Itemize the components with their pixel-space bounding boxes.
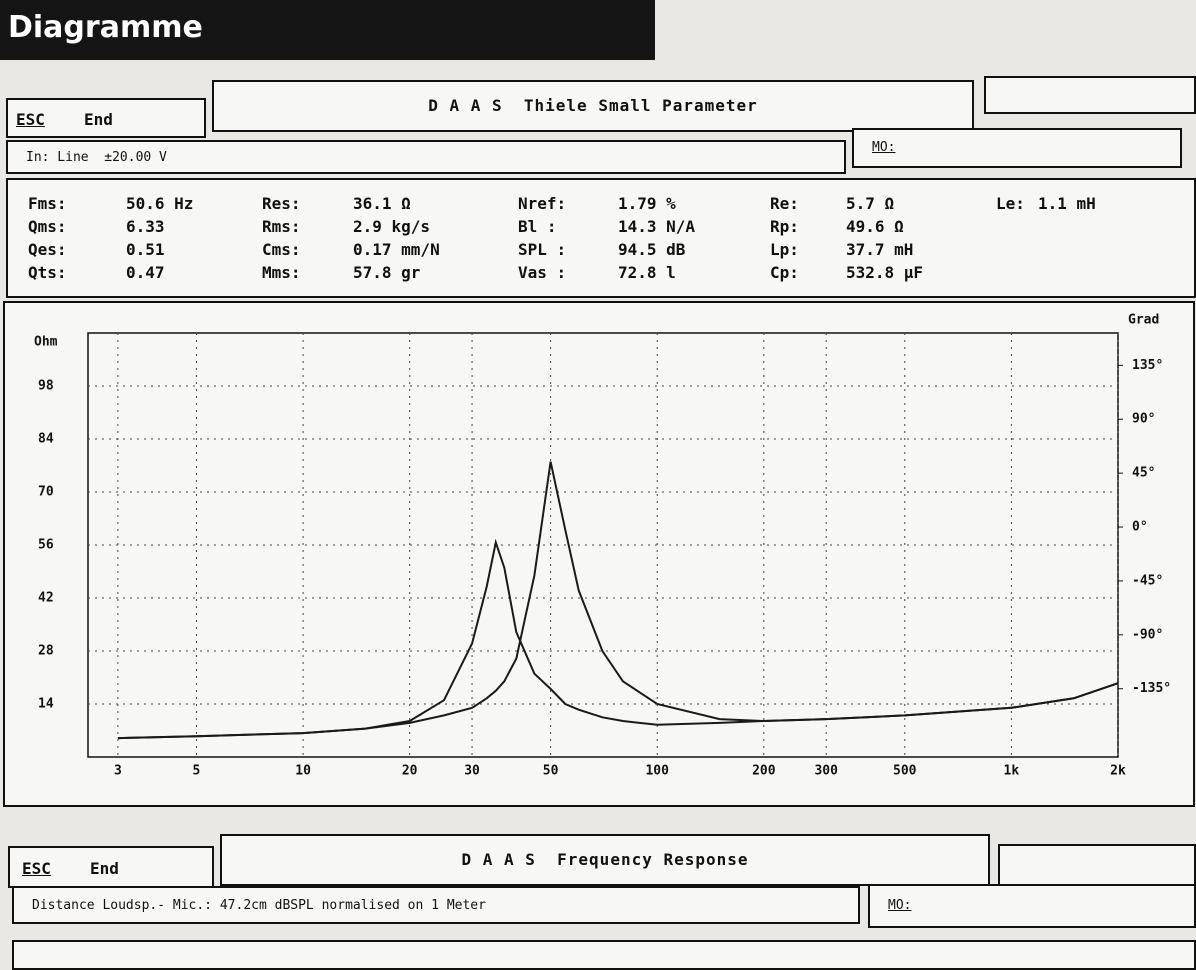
y-tick-label: 56 [38,538,54,553]
y-axis-title: Ohm [34,335,58,350]
param-label: Lp: [770,240,799,259]
info-box: Distance Loudsp.- Mic.: 47.2cm dBSPL nor… [12,886,860,924]
x-tick-label: 20 [402,764,418,779]
param-value: 0.17 mm/N [353,240,440,259]
param-value: 0.47 [126,263,165,282]
param-label: Mms: [262,263,301,282]
x-tick-label: 10 [295,764,311,779]
y2-axis-title: Grad [1128,313,1159,328]
param-label: Qes: [28,240,67,259]
param-value: 94.5 dB [618,240,686,259]
parameter-box: Fms: 50.6 Hz Qms: 6.33 Qes: 0.51 Qts: 0.47 Res: 3… [6,178,1196,298]
x-tick-label: 2k [1110,764,1126,779]
param-label: Rms: [262,217,301,236]
param-value: 1.79 % [618,194,676,213]
param-label: Rp: [770,217,799,236]
mo-box-2: MO: [868,884,1196,928]
param-label: Cp: [770,263,799,282]
param-value: 1.1 mH [1038,194,1096,213]
banner: Diagramme [0,0,655,60]
param-value: 57.8 gr [353,263,421,282]
param-value: 0.51 [126,240,165,259]
page-title: Diagramme [8,10,203,45]
y-tick-label: 14 [38,697,54,712]
param-label: Res: [262,194,301,213]
impedance-curve [117,461,1119,740]
param-value: 72.8 l [618,263,676,282]
chart-panel [3,301,1195,807]
param-label: Cms: [262,240,301,259]
blank-box [984,76,1196,114]
x-tick-label: 5 [193,764,201,779]
panel-title: D A A S Thiele Small Parameter [428,96,758,115]
x-tick-label: 50 [543,764,559,779]
title-box-2: D A A S Frequency Response [220,834,990,886]
param-value: 5.7 Ω [846,194,895,213]
next-chart-box [12,940,1196,970]
param-value: 14.3 N/A [618,217,696,236]
blank-box-2 [998,844,1196,888]
y2-tick-label: 45° [1132,466,1155,481]
param-label: Bl : [518,217,557,236]
param-value: 50.6 Hz [126,194,194,213]
y2-tick-label: -135° [1132,681,1171,696]
x-tick-label: 300 [814,764,838,779]
input-box: In: Line ±20.00 V [6,140,846,174]
x-tick-label: 200 [752,764,776,779]
mo-label-2: MO: [888,898,912,913]
y2-tick-label: -45° [1132,573,1163,588]
y2-tick-label: -90° [1132,627,1163,642]
title-box: D A A S Thiele Small Parameter [212,80,974,132]
param-value: 6.33 [126,217,165,236]
x-tick-label: 1k [1004,764,1020,779]
y-tick-label: 98 [38,379,54,394]
panel-title-2: D A A S Frequency Response [461,850,749,869]
param-label: Nref: [518,194,567,213]
y-tick-label: 42 [38,591,54,606]
param-value: 36.1 Ω [353,194,411,213]
input-label: In: Line ±20.00 V [26,150,167,165]
param-value: 49.6 Ω [846,217,904,236]
mo-label: MO: [872,140,896,155]
x-tick-label: 3 [114,764,122,779]
param-label: Qms: [28,217,67,236]
mo-box: MO: [852,128,1182,168]
esc-key[interactable]: ESC [16,110,45,129]
y-tick-label: 70 [38,485,54,500]
y2-tick-label: 0° [1132,520,1148,535]
x-tick-label: 30 [464,764,480,779]
y2-tick-label: 90° [1132,412,1155,427]
y-tick-label: 84 [38,432,54,447]
param-label: Vas : [518,263,567,282]
y2-tick-label: 135° [1132,358,1163,373]
esc-box[interactable]: ESC End [6,98,206,138]
param-value: 37.7 mH [846,240,914,259]
y-tick-label: 28 [38,644,54,659]
x-tick-label: 500 [893,764,917,779]
param-label: Qts: [28,263,67,282]
param-value: 532.8 µF [846,263,924,282]
esc-box-2[interactable]: ESC End [8,846,214,888]
end-label-2[interactable]: End [90,859,119,878]
param-label: SPL : [518,240,567,259]
esc-key-2[interactable]: ESC [22,859,51,878]
end-label[interactable]: End [84,110,113,129]
param-value: 2.9 kg/s [353,217,431,236]
info-label: Distance Loudsp.- Mic.: 47.2cm dBSPL nor… [32,898,486,913]
param-label: Le: [996,194,1025,213]
x-tick-label: 100 [645,764,669,779]
param-label: Fms: [28,194,67,213]
param-label: Re: [770,194,799,213]
